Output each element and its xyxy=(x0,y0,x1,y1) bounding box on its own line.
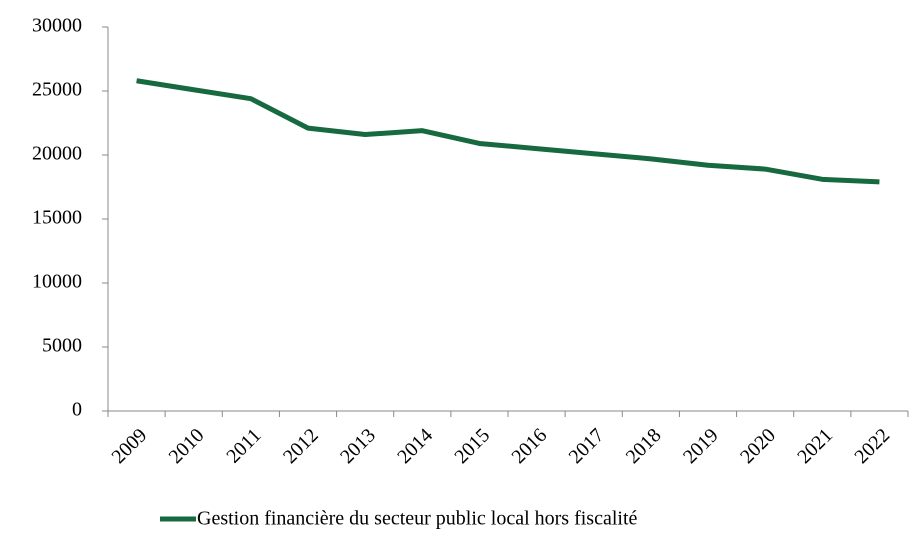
legend-label: Gestion financière du secteur public loc… xyxy=(197,508,638,530)
y-tick-label: 25000 xyxy=(32,79,82,101)
x-tick-label: 2020 xyxy=(736,424,780,468)
x-tick-label: 2018 xyxy=(622,424,666,468)
x-tick-label: 2009 xyxy=(108,424,152,468)
x-tick-label: 2014 xyxy=(393,424,437,468)
y-tick-label: 30000 xyxy=(32,15,82,37)
x-tick-label: 2013 xyxy=(336,424,380,468)
x-tick-label: 2016 xyxy=(508,424,552,468)
y-tick-label: 15000 xyxy=(32,207,82,229)
x-tick-label: 2010 xyxy=(165,424,209,468)
x-tick-label: 2011 xyxy=(222,424,265,467)
x-tick-label: 2021 xyxy=(793,424,837,468)
y-tick-label: 5000 xyxy=(42,335,82,357)
y-tick-label: 10000 xyxy=(32,271,82,293)
x-tick-label: 2017 xyxy=(565,424,609,468)
x-tick-label: 2019 xyxy=(679,424,723,468)
y-tick-label: 20000 xyxy=(32,143,82,165)
x-tick-label: 2015 xyxy=(450,424,494,468)
line-series xyxy=(136,78,880,185)
x-tick-label: 2012 xyxy=(279,424,323,468)
x-tick-label: 2022 xyxy=(850,424,894,468)
y-tick-label: 0 xyxy=(72,399,82,421)
